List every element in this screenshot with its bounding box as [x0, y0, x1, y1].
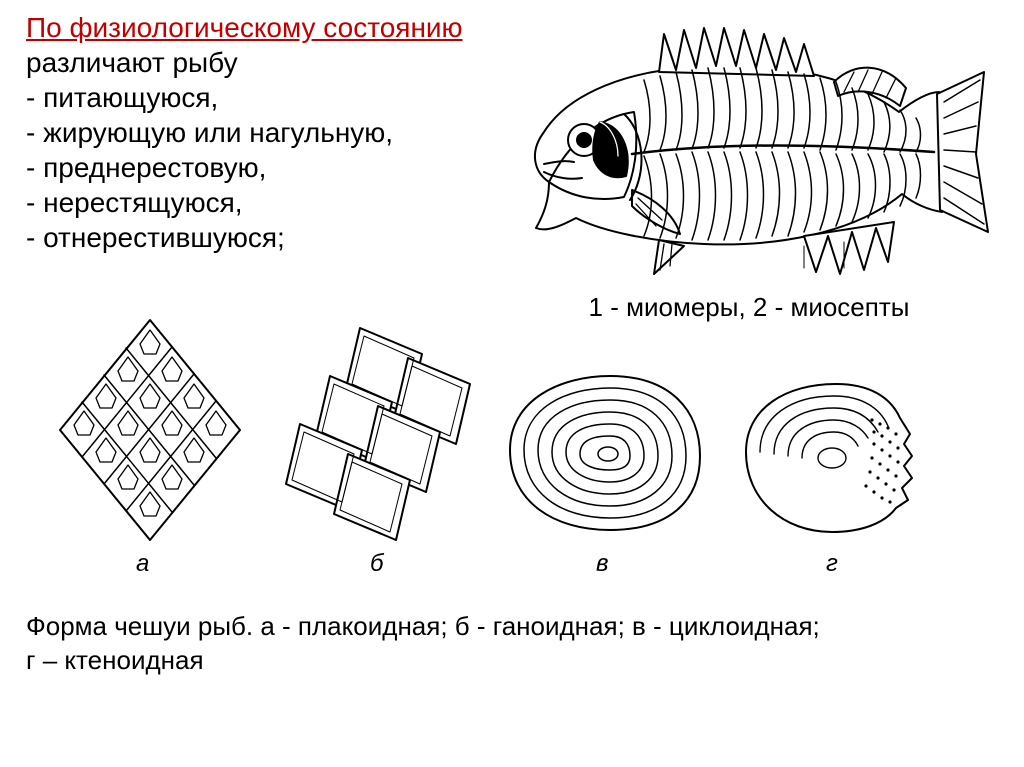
list-item: - отнерестившуюся;	[26, 220, 526, 255]
subheading: различают рыбу	[26, 45, 526, 80]
list-item: - нерестящуюся,	[26, 185, 526, 220]
fish-figure: 1 - миомеры, 2 - миосепты	[504, 22, 994, 323]
scale-letter-b: б	[370, 550, 384, 578]
scale-letter-c: в	[596, 550, 609, 578]
list-item: - жирующую или нагульную,	[26, 115, 526, 150]
list-item: - питающуюся,	[26, 80, 526, 115]
heading: По физиологическому состоянию	[26, 10, 526, 45]
text-column: По физиологическому состоянию различают …	[26, 10, 526, 255]
scale-letter-d: г	[826, 550, 838, 578]
scales-figure: а б в г	[40, 310, 920, 590]
page: По физиологическому состоянию различают …	[0, 0, 1024, 767]
scales-drawing-icon	[40, 310, 920, 590]
list-item: - преднерестовую,	[26, 150, 526, 185]
scale-letter-a: а	[136, 550, 149, 578]
scales-caption-line2: г – ктеноидная	[26, 645, 204, 675]
scales-caption-line1: Форма чешуи рыб. а - плакоидная; б - ган…	[26, 611, 820, 641]
fish-drawing-icon	[504, 22, 994, 282]
scales-caption: Форма чешуи рыб. а - плакоидная; б - ган…	[26, 610, 926, 678]
